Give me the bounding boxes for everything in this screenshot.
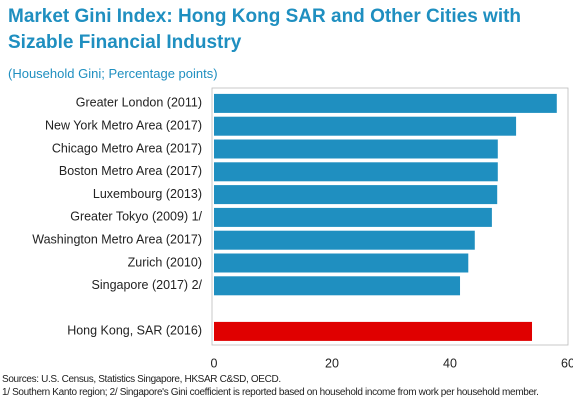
chart-title: Market Gini Index: Hong Kong SAR and Oth… [8, 6, 522, 53]
bar [214, 185, 498, 205]
y-tick-label: Greater London (2011) [76, 96, 202, 110]
bar [214, 139, 498, 159]
plot-frame [211, 87, 569, 346]
y-tick-label: Greater Tokyo (2009) 1/ [70, 210, 202, 224]
bar [214, 93, 557, 113]
y-tick-label: Chicago Metro Area (2017) [52, 141, 202, 155]
y-tick-label: Singapore (2017) 2/ [92, 278, 203, 292]
bar [214, 162, 498, 182]
x-tick-label: 40 [443, 356, 457, 370]
y-tick-label: Boston Metro Area (2017) [59, 164, 202, 178]
y-tick-label: Zurich (2010) [128, 255, 202, 269]
y-tick-label: Washington Metro Area (2017) [32, 232, 202, 246]
bar [214, 321, 533, 341]
source-note: Sources: U.S. Census, Statistics Singapo… [2, 374, 281, 385]
x-tick-label: 60 [561, 356, 573, 370]
footnote: 1/ Southern Kanto region; 2/ Singapore's… [2, 387, 539, 398]
bar [214, 253, 469, 273]
y-tick-label: Luxembourg (2013) [93, 187, 202, 201]
notes: Sources: U.S. Census, Statistics Singapo… [2, 373, 573, 399]
x-tick-label: 20 [325, 356, 339, 370]
bar [214, 116, 517, 136]
bar [214, 230, 475, 250]
bar [214, 207, 492, 227]
y-tick-label: New York Metro Area (2017) [45, 118, 202, 132]
bar [214, 276, 461, 296]
x-tick-label: 0 [211, 356, 218, 370]
y-tick-label: Hong Kong, SAR (2016) [67, 324, 202, 338]
chart-subtitle: (Household Gini; Percentage points) [8, 66, 218, 81]
